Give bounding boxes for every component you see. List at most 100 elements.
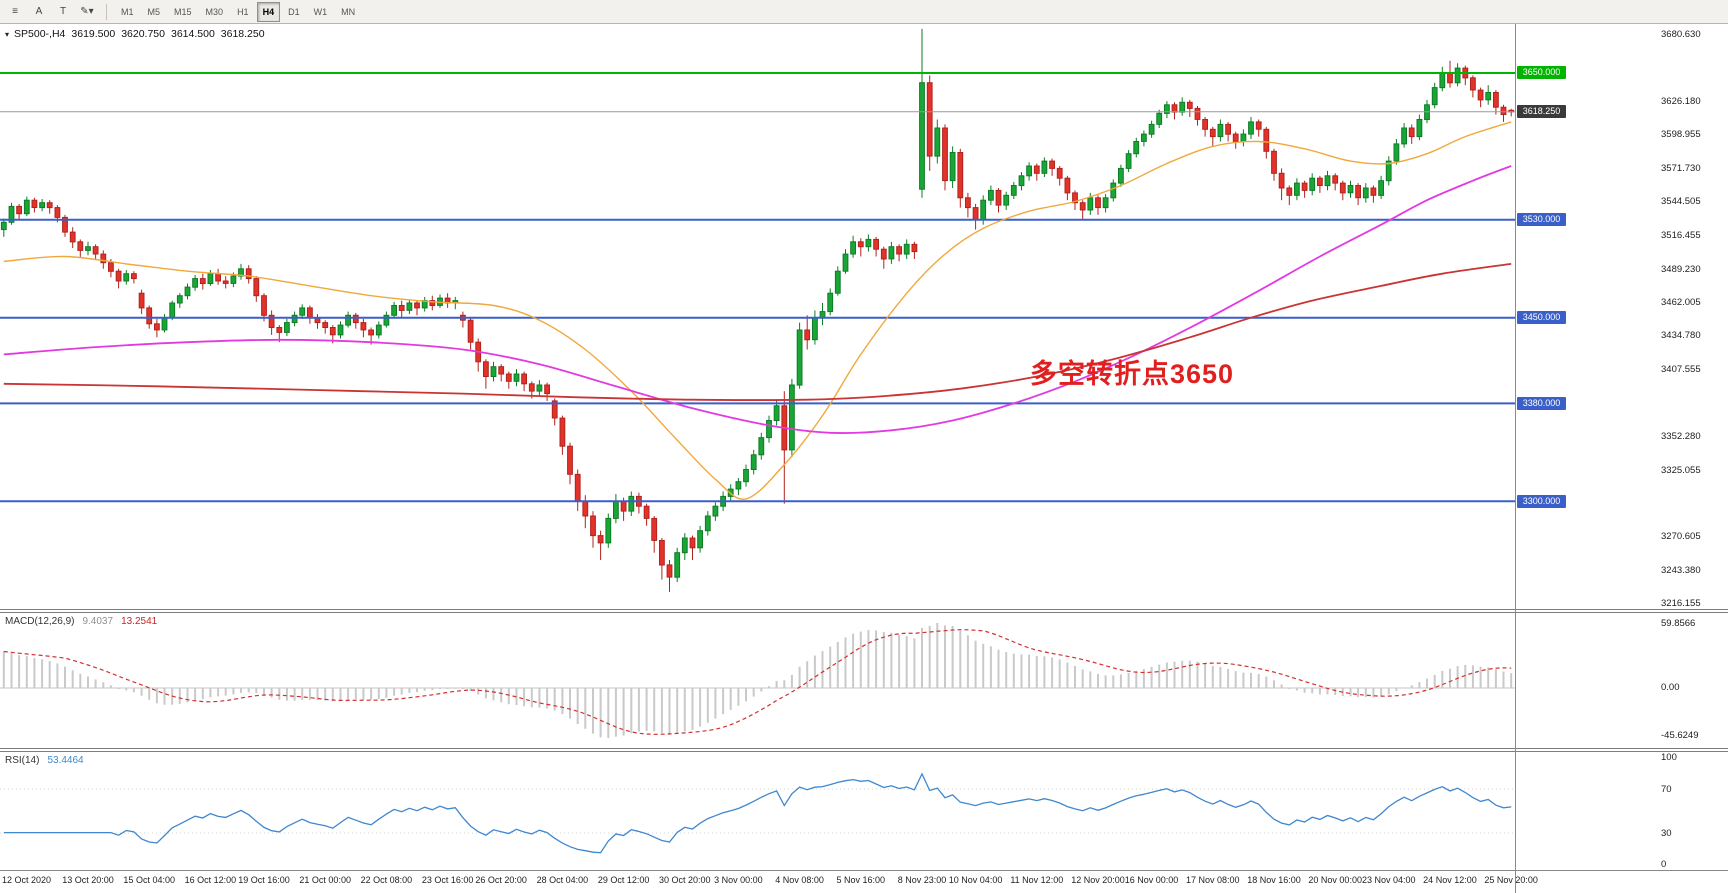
candle	[590, 511, 596, 548]
macd-histogram-bar	[1043, 656, 1046, 688]
macd-histogram-bar	[729, 688, 732, 710]
macd-histogram-bar	[56, 663, 59, 688]
draw-objects-icon[interactable]: ✎▾	[76, 2, 98, 22]
candle	[1186, 99, 1193, 117]
timeframe-d1-button[interactable]: D1	[282, 2, 306, 22]
timeframe-m1-button[interactable]: M1	[115, 2, 140, 22]
timeframe-m5-button[interactable]: M5	[142, 2, 167, 22]
macd-histogram-bar	[576, 688, 579, 724]
macd-histogram-bar	[1135, 670, 1138, 688]
macd-histogram-bar	[584, 688, 587, 729]
macd-histogram-bar	[385, 688, 388, 698]
candle	[628, 491, 635, 516]
candle	[31, 197, 38, 213]
price-tick-label: 3243.380	[1661, 564, 1701, 576]
chart-list-icon[interactable]: ≡	[4, 2, 26, 22]
text-annotation-icon[interactable]: A	[28, 2, 50, 22]
candle	[1079, 200, 1086, 220]
candle	[360, 318, 367, 338]
macd-histogram-bar	[1012, 653, 1015, 688]
candle	[781, 391, 788, 504]
time-label: 24 Nov 12:00	[1423, 875, 1477, 885]
candle	[536, 380, 543, 397]
macd-histogram-bar	[1364, 688, 1367, 698]
main-plot[interactable]	[0, 24, 1728, 609]
candle	[911, 241, 918, 259]
candle	[544, 382, 551, 401]
candle	[1408, 124, 1415, 144]
timeframe-h4-button[interactable]: H4	[256, 1, 281, 22]
candle	[337, 321, 344, 339]
panel-separator[interactable]	[0, 748, 1728, 752]
candle	[222, 276, 229, 289]
text-label-icon[interactable]: T	[52, 2, 74, 22]
macd-histogram-bar	[109, 685, 112, 689]
candle	[1255, 119, 1262, 137]
macd-histogram-bar	[1441, 670, 1444, 688]
candle	[1217, 119, 1224, 142]
candle	[597, 530, 604, 560]
macd-histogram-bar	[1418, 682, 1421, 688]
candle	[1209, 126, 1216, 147]
macd-histogram-bar	[148, 688, 151, 700]
candle	[131, 271, 137, 284]
macd-histogram-bar	[1119, 674, 1122, 688]
macd-label: MACD(12,26,9) 9.4037 13.2541	[5, 616, 158, 627]
timeframe-mn-button[interactable]: MN	[335, 2, 361, 22]
price-tick-label: 3626.180	[1661, 96, 1701, 108]
macd-histogram-bar	[745, 688, 747, 702]
macd-histogram-bar	[217, 688, 220, 697]
macd-histogram-bar	[882, 631, 885, 688]
level-price-tag: 3650.000	[1517, 66, 1566, 80]
candle	[965, 192, 971, 218]
macd-histogram-bar	[1273, 680, 1275, 688]
candle	[1141, 130, 1147, 147]
time-axis[interactable]: 12 Oct 2020 13 Oct 20:00 15 Oct 04:00 16 Oc…	[0, 870, 1728, 893]
macd-histogram-bar	[1387, 688, 1390, 695]
macd-histogram-bar	[737, 688, 740, 706]
price-tick-label: 3489.230	[1661, 263, 1701, 275]
candle	[1393, 139, 1400, 165]
candle	[567, 442, 573, 485]
panel-separator[interactable]	[0, 609, 1728, 613]
level-price-tag: 3380.000	[1517, 396, 1566, 410]
macd-histogram-bar	[1150, 666, 1153, 688]
timeframe-m30-button[interactable]: M30	[200, 2, 230, 22]
time-label: 8 Nov 23:00	[897, 875, 947, 885]
macd-histogram-bar	[859, 631, 862, 688]
rsi-axis-30: 30	[1661, 828, 1672, 839]
candle	[988, 185, 994, 206]
macd-histogram-bar	[614, 688, 617, 737]
macd-main-value: 9.4037	[82, 616, 114, 627]
macd-histogram-bar	[10, 653, 13, 688]
candle	[1033, 163, 1040, 181]
collapse-arrow-icon[interactable]: ▾	[5, 29, 10, 39]
macd-histogram-bar	[140, 688, 143, 696]
candle	[651, 516, 658, 553]
candle	[138, 289, 145, 315]
candle	[1477, 87, 1484, 108]
rsi-plot[interactable]	[0, 752, 1728, 870]
macd-histogram-bar	[1372, 688, 1375, 698]
macd-histogram-bar	[1074, 665, 1076, 688]
timeframe-h1-button[interactable]: H1	[231, 2, 255, 22]
candle	[398, 300, 405, 318]
candle	[659, 538, 665, 580]
ma-fast-line	[3, 121, 1512, 500]
timeframe-w1-button[interactable]: W1	[308, 2, 334, 22]
macd-histogram-bar	[936, 623, 939, 688]
macd-histogram-bar	[683, 688, 686, 732]
macd-histogram-bar	[1242, 672, 1245, 689]
candle	[1286, 185, 1293, 206]
candle	[1194, 106, 1201, 126]
macd-histogram-bar	[890, 632, 893, 688]
macd-histogram-bar	[362, 688, 365, 700]
macd-histogram-bar	[951, 625, 954, 688]
candle	[437, 294, 443, 308]
candle	[92, 244, 99, 261]
macd-histogram-bar	[928, 625, 931, 688]
macd-plot[interactable]	[0, 613, 1728, 748]
timeframe-m15-button[interactable]: M15	[168, 2, 198, 22]
candle	[352, 312, 359, 329]
